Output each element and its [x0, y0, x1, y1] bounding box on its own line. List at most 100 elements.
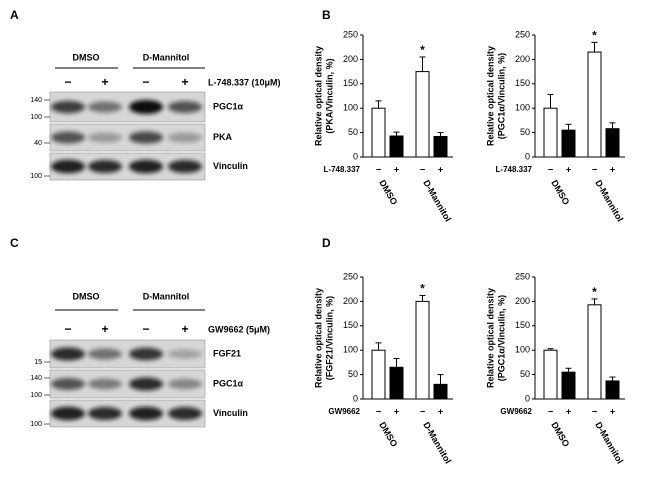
- band: [129, 377, 163, 391]
- row-label: PGC1α: [213, 101, 244, 111]
- mw-marker: 40: [34, 140, 42, 147]
- y-axis-label: (PGC1α/Vinculin, %): [496, 295, 506, 381]
- bar: [415, 71, 430, 158]
- sign-label: +: [566, 406, 571, 416]
- y-tick-label: 150: [515, 320, 530, 330]
- y-axis-label: (PGC1α/Vinculin, %): [496, 53, 506, 139]
- bar: [371, 349, 386, 400]
- panel-label: B: [322, 8, 331, 22]
- y-axis-label: Relative optical density: [313, 46, 323, 146]
- sign-label: +: [394, 406, 399, 416]
- bar: [389, 366, 404, 400]
- mw-marker: 100: [30, 173, 42, 180]
- y-tick-label: 100: [343, 103, 358, 113]
- x-tick-label: D-Mannitol: [421, 420, 453, 465]
- band: [88, 132, 122, 143]
- y-axis-label: Relative optical density: [313, 288, 323, 388]
- treatment-label: L-748.337: [324, 165, 361, 174]
- x-tick-label: D-Mannitol: [593, 178, 625, 223]
- sign-label: +: [101, 322, 108, 336]
- mw-marker: 100: [30, 421, 42, 428]
- band: [51, 347, 85, 361]
- x-tick-label: DMSO: [549, 178, 571, 206]
- bar: [415, 300, 430, 400]
- bar: [587, 51, 602, 158]
- sign-label: −: [592, 406, 597, 416]
- x-tick-label: DMSO: [377, 420, 399, 448]
- band: [88, 378, 122, 390]
- significance-mark: *: [420, 43, 425, 57]
- treatment-label: GW9662 (5μM): [208, 324, 270, 334]
- sign-label: +: [566, 164, 571, 174]
- y-tick-label: 100: [515, 103, 530, 113]
- treatment-label: L-748.337: [496, 165, 533, 174]
- y-tick-label: 50: [520, 127, 530, 137]
- y-tick-label: 250: [515, 271, 530, 281]
- band: [51, 378, 85, 390]
- x-tick-label: D-Mannitol: [421, 178, 453, 223]
- band: [168, 349, 202, 359]
- sign-label: −: [376, 164, 381, 174]
- row-label: PGC1α: [213, 378, 244, 388]
- sign-label: +: [438, 164, 443, 174]
- band: [129, 100, 163, 114]
- mw-marker: 100: [30, 114, 42, 121]
- treatment-label: GW9662: [328, 407, 360, 416]
- band: [129, 406, 163, 421]
- row-label: Vinculin: [213, 161, 248, 171]
- y-tick-label: 0: [353, 393, 358, 403]
- y-tick-label: 200: [343, 54, 358, 64]
- sign-label: −: [376, 406, 381, 416]
- band: [51, 100, 85, 114]
- sign-label: −: [142, 322, 149, 336]
- sign-label: +: [101, 75, 108, 89]
- bar: [587, 304, 602, 400]
- y-tick-label: 0: [525, 151, 530, 161]
- y-tick-label: 100: [515, 345, 530, 355]
- group-label: DMSO: [73, 291, 100, 301]
- sign-label: −: [64, 322, 71, 336]
- band: [88, 101, 122, 113]
- band: [51, 159, 85, 174]
- bar: [561, 129, 576, 158]
- sign-label: −: [420, 406, 425, 416]
- y-tick-label: 150: [343, 320, 358, 330]
- mw-marker: 140: [30, 97, 42, 104]
- band: [129, 347, 163, 361]
- y-tick-label: 100: [343, 345, 358, 355]
- panel-label: D: [322, 236, 331, 250]
- y-tick-label: 200: [515, 296, 530, 306]
- sign-label: +: [394, 164, 399, 174]
- sign-label: −: [64, 75, 71, 89]
- sign-label: −: [548, 164, 553, 174]
- sign-label: −: [142, 75, 149, 89]
- x-tick-label: DMSO: [549, 420, 571, 448]
- row-label: PKA: [213, 132, 233, 142]
- panel-label: C: [10, 236, 19, 250]
- group-label: D-Mannitol: [143, 52, 190, 62]
- y-axis-label: (PKA/Vinculin, %): [324, 58, 334, 133]
- treatment-label: GW9662: [500, 407, 532, 416]
- row-label: FGF21: [213, 348, 241, 358]
- sign-label: −: [592, 164, 597, 174]
- y-tick-label: 50: [348, 369, 358, 379]
- y-tick-label: 50: [348, 127, 358, 137]
- y-tick-label: 0: [525, 393, 530, 403]
- significance-mark: *: [592, 285, 597, 299]
- bar: [433, 383, 448, 400]
- band: [88, 159, 122, 174]
- band: [168, 101, 202, 113]
- y-tick-label: 150: [343, 78, 358, 88]
- y-tick-label: 200: [515, 54, 530, 64]
- bar: [561, 371, 576, 400]
- x-tick-label: D-Mannitol: [593, 420, 625, 465]
- y-axis-label: Relative optical density: [485, 46, 495, 146]
- bar: [433, 136, 448, 158]
- mw-marker: 100: [30, 392, 42, 399]
- y-tick-label: 250: [343, 29, 358, 39]
- band: [129, 159, 163, 174]
- bar: [605, 128, 620, 158]
- bar: [371, 107, 386, 158]
- sign-label: +: [610, 406, 615, 416]
